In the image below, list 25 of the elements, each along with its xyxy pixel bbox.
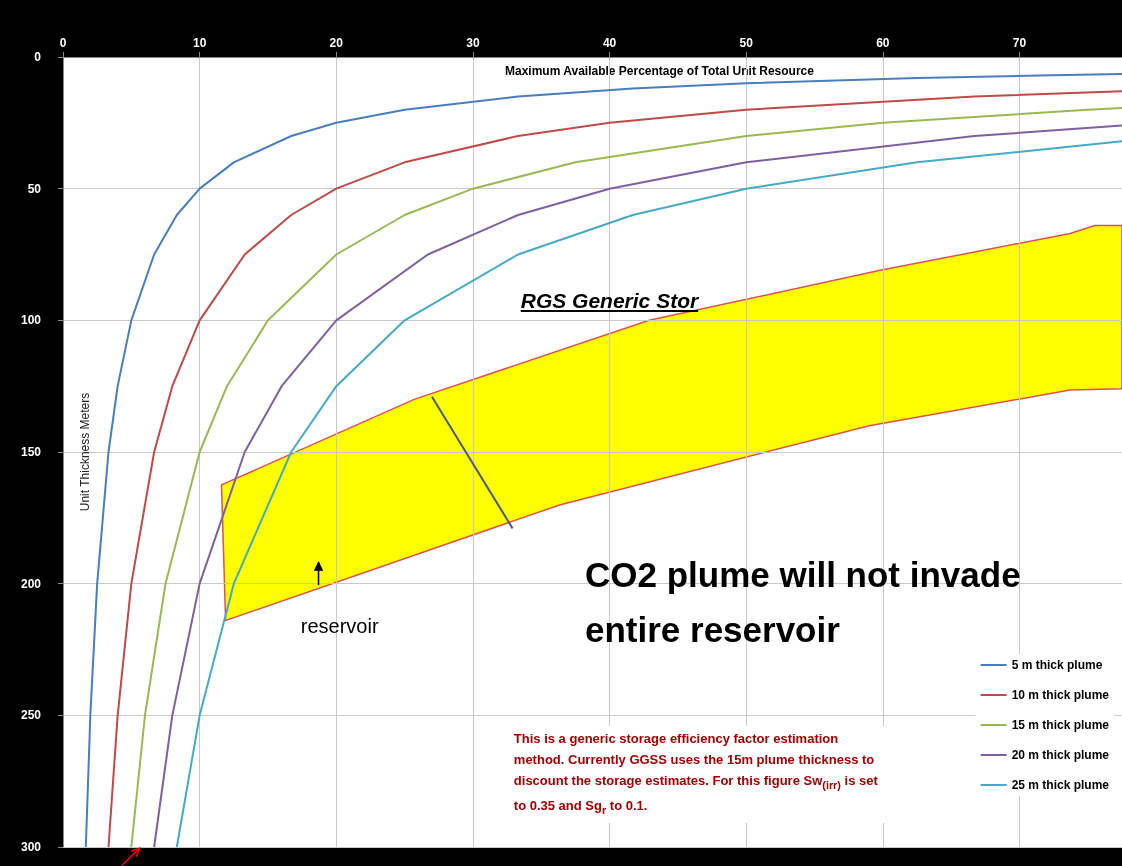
y-tick-label: 0: [34, 50, 42, 64]
legend-label: 25 m thick plume: [1011, 778, 1110, 792]
legend-label: 5 m thick plume: [1011, 658, 1103, 672]
x-tick-label: 70: [1012, 36, 1027, 50]
annotation: CO2 plume will not invade entire reservoir: [584, 553, 1022, 651]
legend-label: 20 m thick plume: [1011, 748, 1110, 762]
y-tick-label: 250: [20, 708, 42, 723]
y-axis-title: Unit Thickness Meters: [78, 392, 92, 512]
x-tick-label: 10: [192, 36, 207, 50]
annotation: RGS Generic Stor: [520, 288, 699, 313]
legend-label: 15 m thick plume: [1011, 718, 1110, 732]
y-tick-label: 50: [27, 181, 42, 196]
x-tick-label: 40: [602, 36, 617, 50]
text: This is a generic storage efficiency factor estimation method. Currently GGSS uses the 15m plume thickness to discount the storage estimates. For this figure Sw$_{(irr)}$ is set to 0.35 and Sg$_{r}$ to 0.1.: [513, 730, 878, 817]
x-tick-label: 0: [59, 36, 67, 50]
x-tick-label: 30: [466, 36, 480, 50]
x-tick-label: 60: [876, 36, 890, 50]
x-tick-label: 20: [329, 36, 344, 50]
legend-label: 10 m thick plume: [1011, 688, 1110, 702]
annotation: reservoir: [300, 615, 379, 639]
x-tick-label: 50: [739, 36, 754, 50]
y-tick-label: 300: [20, 840, 42, 854]
y-tick-label: 150: [20, 445, 42, 459]
y-tick-label: 100: [20, 313, 42, 328]
y-tick-label: 200: [20, 576, 42, 591]
